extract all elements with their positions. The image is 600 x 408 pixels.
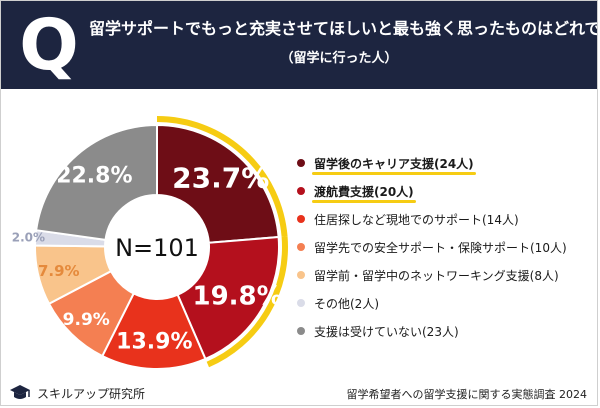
legend-swatch — [297, 271, 305, 279]
legend-label: 留学前・留学中のネットワーキング支援(8人) — [314, 268, 559, 283]
slice-value-label: 7.9% — [38, 262, 80, 280]
legend-swatch — [297, 187, 305, 195]
survey-note: 留学希望者への留学支援に関する実態調査 2024 — [346, 388, 588, 401]
q-mark-icon: Q — [19, 4, 79, 86]
slice-value-label: 9.9% — [63, 310, 110, 330]
legend-swatch — [297, 243, 305, 251]
donut-hole — [105, 195, 209, 299]
highlight-layer — [156, 116, 288, 368]
labels-layer: 23.7% 19.8%13.9% 9.9% 7.9% 2.0% 22.8% — [12, 162, 283, 355]
question-header: Q 留学サポートでもっと充実させてほしいと最も強く思ったものはどれですか？ （留… — [1, 1, 598, 89]
legend-item: 支援は受けていない(23人) — [297, 317, 597, 345]
graduation-cap-icon — [9, 383, 31, 403]
slices-layer — [33, 123, 280, 370]
slice-highlight-arc — [206, 236, 288, 368]
donut-chart: N=101 23.7% 19.8%13.9% 9.9% 7.9% 2.0% 22.8% — [12, 116, 288, 370]
legend-item: 住居探しなど現地でのサポート(14人) — [297, 205, 597, 233]
legend-label: 留学先での安全サポート・保険サポート(10人) — [314, 240, 567, 255]
legend-label: その他(2人) — [314, 296, 379, 311]
chart-legend: 留学後のキャリア支援(24人) 渡航費支援(20人) 住居探しなど現地でのサポート(… — [297, 149, 597, 345]
center-label: N=101 — [115, 234, 199, 262]
slice-highlight-arc — [156, 116, 288, 237]
legend-swatch — [297, 299, 305, 307]
footer-brand: スキルアップ研究所 — [9, 382, 145, 404]
legend-item: 留学先での安全サポート・保険サポート(10人) — [297, 233, 597, 261]
legend-swatch — [297, 215, 305, 223]
question-subtitle: （留学に行った人） — [280, 51, 398, 66]
slice-value-label: 19.8% — [193, 281, 283, 311]
legend-swatch — [297, 159, 305, 167]
legend-item: 渡航費支援(20人) — [297, 177, 597, 205]
slice-value-label: 22.8% — [56, 164, 132, 189]
legend-swatch — [297, 327, 305, 335]
legend-item: 留学後のキャリア支援(24人) — [297, 149, 597, 177]
slice-value-label: 23.7% — [172, 162, 269, 195]
legend-label: 渡航費支援(20人) — [312, 184, 416, 203]
legend-item: その他(2人) — [297, 289, 597, 317]
legend-item: 留学前・留学中のネットワーキング支援(8人) — [297, 261, 597, 289]
legend-label: 住居探しなど現地でのサポート(14人) — [314, 212, 519, 227]
question-title: 留学サポートでもっと充実させてほしいと最も強く思ったものはどれですか？ — [89, 19, 598, 38]
slice-value-label: 2.0% — [12, 230, 45, 244]
legend-label: 支援は受けていない(23人) — [314, 324, 459, 339]
brand-name: スキルアップ研究所 — [37, 386, 146, 401]
slice-value-label: 13.9% — [116, 330, 192, 355]
legend-label: 留学後のキャリア支援(24人) — [312, 156, 476, 175]
